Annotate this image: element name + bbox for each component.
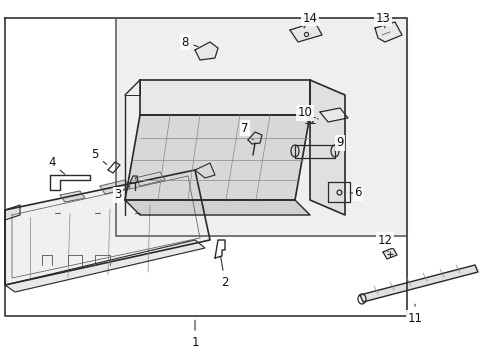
- Text: 14: 14: [302, 12, 317, 28]
- Text: 3: 3: [114, 186, 129, 202]
- Text: 12: 12: [377, 234, 392, 252]
- Text: 6: 6: [349, 186, 361, 199]
- Polygon shape: [5, 205, 20, 220]
- Polygon shape: [60, 191, 85, 202]
- Text: 1: 1: [191, 320, 198, 348]
- Polygon shape: [195, 163, 215, 178]
- Polygon shape: [5, 170, 209, 285]
- Text: 8: 8: [181, 36, 198, 49]
- Polygon shape: [116, 18, 406, 236]
- Polygon shape: [319, 108, 347, 122]
- Text: 7: 7: [241, 122, 252, 140]
- Text: 10: 10: [297, 107, 317, 120]
- Polygon shape: [374, 22, 401, 42]
- Polygon shape: [195, 42, 218, 60]
- Text: 13: 13: [375, 12, 389, 28]
- Polygon shape: [125, 115, 309, 200]
- Polygon shape: [382, 248, 396, 259]
- Text: 5: 5: [91, 148, 106, 165]
- Text: 9: 9: [334, 136, 343, 151]
- Polygon shape: [309, 80, 345, 215]
- Text: 11: 11: [407, 304, 422, 324]
- Polygon shape: [359, 265, 477, 302]
- Polygon shape: [294, 145, 334, 158]
- Text: 4: 4: [48, 157, 65, 174]
- Polygon shape: [140, 80, 309, 115]
- Text: 2: 2: [220, 257, 228, 288]
- Polygon shape: [135, 172, 164, 186]
- Polygon shape: [289, 22, 321, 42]
- Polygon shape: [125, 200, 309, 215]
- Polygon shape: [5, 240, 204, 292]
- Polygon shape: [100, 180, 130, 194]
